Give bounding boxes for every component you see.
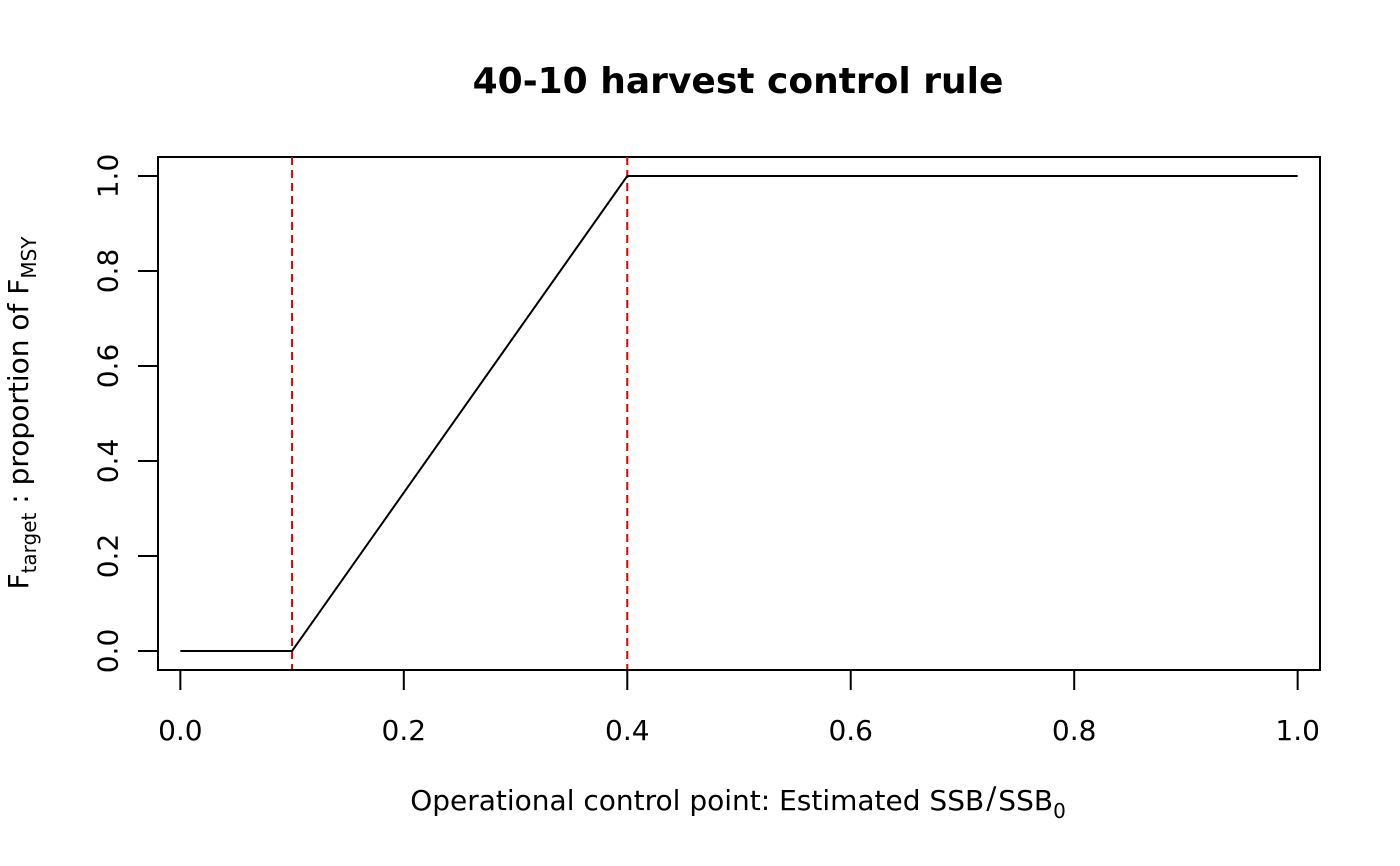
y-tick-label: 0.4 — [92, 439, 125, 484]
chart-title: 40-10 harvest control rule — [473, 61, 1004, 102]
y-axis-label-main1: F — [2, 573, 35, 589]
series-line — [180, 175, 1298, 652]
y-tick-label: 0.2 — [92, 534, 125, 579]
x-axis-label-numerator: SSB — [929, 784, 984, 817]
x-tick-label: 1.0 — [1275, 714, 1320, 747]
x-axis-label-prefix: Operational control point: Estimated — [410, 784, 929, 817]
y-axis-label-sub1: target — [17, 512, 41, 573]
y-axis-label-main2: F — [2, 279, 35, 295]
x-tick-label: 0.2 — [382, 714, 427, 747]
x-axis-label-slash: / — [986, 781, 997, 816]
reference-lines — [291, 157, 629, 670]
y-axis: 0.0 0.2 0.4 0.6 0.8 1.0 — [92, 154, 159, 674]
y-tick-label: 0.8 — [92, 249, 125, 294]
x-axis-label-subscript: 0 — [1053, 799, 1066, 823]
y-axis-label-sub2: MSY — [17, 236, 41, 279]
y-tick-label: 0.0 — [92, 629, 125, 674]
x-axis: 0.0 0.2 0.4 0.6 0.8 1.0 — [158, 669, 1320, 747]
x-tick-label: 0.0 — [158, 714, 203, 747]
x-axis-label-denominator: SSB — [998, 784, 1053, 817]
x-tick-label: 0.6 — [828, 714, 873, 747]
y-tick-label: 0.6 — [92, 344, 125, 389]
y-axis-label: Ftarget : proportion of FMSY — [2, 236, 41, 590]
x-tick-label: 0.4 — [605, 714, 650, 747]
series-layer — [180, 175, 1298, 652]
x-axis-label: Operational control point: Estimated SSB… — [410, 781, 1066, 823]
y-tick-label: 1.0 — [92, 154, 125, 199]
x-tick-label: 0.8 — [1052, 714, 1097, 747]
y-axis-label-middle: : proportion of — [2, 295, 35, 513]
